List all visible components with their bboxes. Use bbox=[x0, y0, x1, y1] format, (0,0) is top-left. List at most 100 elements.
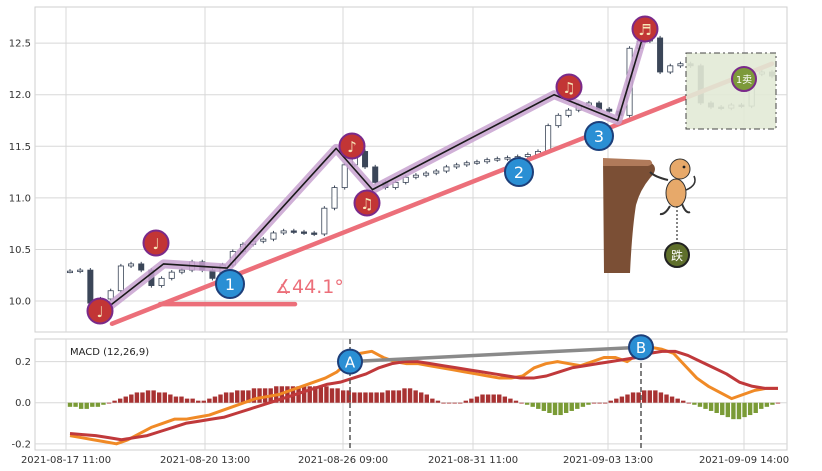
macd-histogram-bar bbox=[647, 390, 652, 403]
macd-histogram-bar bbox=[240, 390, 246, 403]
macd-histogram-bar bbox=[759, 402, 764, 409]
macd-histogram-bar bbox=[602, 402, 608, 404]
macd-histogram-bar bbox=[413, 390, 418, 403]
x-axis: 2021-08-17 11:00 2021-08-20 13:00 2021-08-… bbox=[21, 455, 789, 466]
macd-histogram-bar bbox=[597, 402, 602, 404]
wave-label-circle bbox=[504, 157, 534, 187]
macd-histogram-bar bbox=[101, 402, 106, 405]
macd-histogram-bar bbox=[340, 390, 346, 403]
macd-histogram-bar bbox=[580, 402, 586, 407]
wave-label: 1 bbox=[225, 275, 235, 294]
x-tick-label: 2021-08-26 09:00 bbox=[298, 455, 388, 466]
macd-histogram-bar bbox=[430, 398, 435, 403]
macd-label: MACD (12,26,9) bbox=[70, 347, 149, 358]
macd-histogram-bar bbox=[156, 392, 162, 403]
sell-signal-label: 1卖 bbox=[736, 74, 752, 86]
candle-body bbox=[178, 269, 185, 273]
price-tick-label: 10.5 bbox=[9, 245, 31, 256]
macd-histogram-bar bbox=[775, 402, 781, 404]
macd-histogram-bar bbox=[770, 402, 775, 405]
candle-body bbox=[158, 277, 165, 286]
macd-histogram-bar bbox=[441, 402, 446, 404]
macd-histogram-bar bbox=[764, 402, 770, 407]
macd-histogram-bar bbox=[363, 392, 368, 403]
candle-body bbox=[606, 108, 613, 112]
candle-body bbox=[107, 290, 114, 300]
macd-histogram-bar bbox=[753, 402, 758, 413]
macd-histogram-bar bbox=[352, 392, 357, 403]
macd-histogram-bar bbox=[497, 394, 502, 403]
note-marker bbox=[142, 229, 170, 257]
divergence-marker bbox=[337, 348, 363, 375]
macd-histogram-bar bbox=[257, 388, 262, 403]
macd-histogram-bar bbox=[301, 386, 307, 403]
candle-body bbox=[270, 232, 277, 240]
macd-histogram-bar bbox=[530, 402, 535, 407]
macd-histogram-bar bbox=[625, 394, 630, 403]
macd-histogram-bar bbox=[223, 392, 229, 403]
candle-body bbox=[117, 265, 124, 292]
candle-body bbox=[657, 37, 664, 73]
macd-histogram-bar bbox=[664, 394, 669, 403]
macd-histogram-bar bbox=[524, 402, 530, 405]
macd-histogram-bar bbox=[151, 390, 156, 403]
note-marker bbox=[555, 73, 583, 101]
x-tick-label: 2021-08-20 13:00 bbox=[160, 455, 250, 466]
macd-histogram-bar bbox=[212, 396, 218, 403]
macd-histogram-bar bbox=[162, 392, 167, 403]
candle-body bbox=[494, 158, 501, 161]
price-y-axis: 10.0 10.5 11.0 11.5 12.0 12.5 bbox=[9, 39, 31, 308]
note-marker bbox=[338, 132, 366, 160]
macd-histogram-bar bbox=[630, 392, 636, 403]
macd-histogram-bar bbox=[134, 392, 140, 403]
candle-body bbox=[667, 65, 674, 73]
sell-signal-circle bbox=[731, 66, 757, 92]
macd-histogram-bar bbox=[117, 398, 123, 403]
macd-histogram-bar bbox=[642, 390, 647, 403]
monkey-icon bbox=[649, 158, 696, 216]
angle-label: ∡44.1° bbox=[275, 276, 344, 298]
macd-plot-area: MACD (12,26,9) bbox=[67, 345, 781, 446]
macd-histogram-bar bbox=[591, 402, 597, 404]
macd-histogram-bar bbox=[742, 402, 747, 418]
macd-histogram-bar bbox=[201, 400, 206, 403]
macd-histogram-bar bbox=[558, 402, 563, 416]
macd-histogram-bar bbox=[575, 402, 580, 409]
candle-body bbox=[128, 263, 135, 267]
candle-body bbox=[77, 269, 84, 272]
macd-histogram-bar bbox=[720, 402, 725, 416]
macd-histogram-bar bbox=[106, 402, 112, 404]
macd-histogram-bar bbox=[313, 386, 318, 403]
price-tick-label: 11.0 bbox=[9, 193, 31, 204]
macd-histogram-bar bbox=[229, 392, 234, 403]
cliff-top-icon bbox=[603, 158, 653, 166]
note-marker-glyph: ♪ bbox=[347, 138, 357, 156]
macd-histogram-bar bbox=[324, 386, 329, 403]
price-plot-area bbox=[67, 28, 777, 326]
macd-histogram-bar bbox=[686, 402, 692, 404]
macd-histogram-bar bbox=[736, 402, 742, 420]
macd-histogram-bar bbox=[636, 392, 641, 403]
macd-histogram-bar bbox=[251, 388, 257, 403]
macd-histogram-bar bbox=[346, 390, 351, 403]
macd-histogram-bar bbox=[84, 402, 89, 409]
x-tick-label: 2021-08-17 11:00 bbox=[21, 455, 111, 466]
candle-body bbox=[300, 231, 307, 234]
macd-histogram-bar bbox=[391, 390, 396, 403]
macd-histogram-bar bbox=[67, 402, 73, 407]
macd-histogram-bar bbox=[708, 402, 714, 411]
candle-body bbox=[443, 166, 450, 172]
x-tick-label: 2021-08-31 11:00 bbox=[428, 455, 518, 466]
macd-histogram-bar bbox=[379, 392, 385, 403]
note-marker bbox=[353, 189, 381, 217]
fall-signal-label: 跌 bbox=[671, 248, 683, 263]
candle-body bbox=[412, 174, 419, 178]
macd-histogram-bar bbox=[681, 400, 686, 403]
candle-body bbox=[555, 114, 562, 127]
candle-body bbox=[423, 172, 430, 176]
candle-body bbox=[545, 125, 552, 152]
candle-body bbox=[565, 109, 572, 116]
macd-histogram-bar bbox=[435, 400, 441, 403]
macd-histogram-bar bbox=[112, 400, 117, 403]
